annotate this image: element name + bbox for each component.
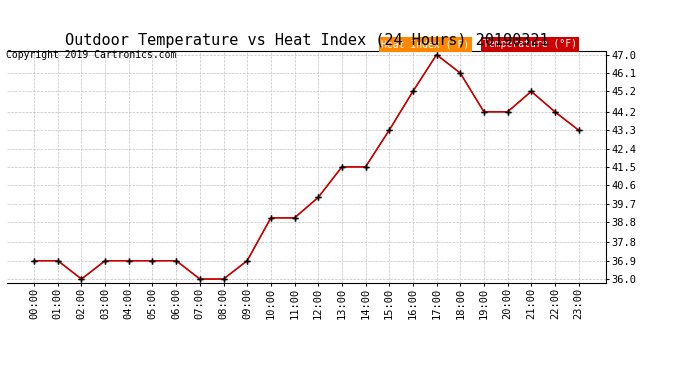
Title: Outdoor Temperature vs Heat Index (24 Hours) 20190321: Outdoor Temperature vs Heat Index (24 Ho… [65,33,548,48]
Text: Temperature (°F): Temperature (°F) [483,39,577,50]
Text: Heat Index (°F): Heat Index (°F) [381,39,469,50]
Text: Copyright 2019 Cartronics.com: Copyright 2019 Cartronics.com [6,50,176,60]
